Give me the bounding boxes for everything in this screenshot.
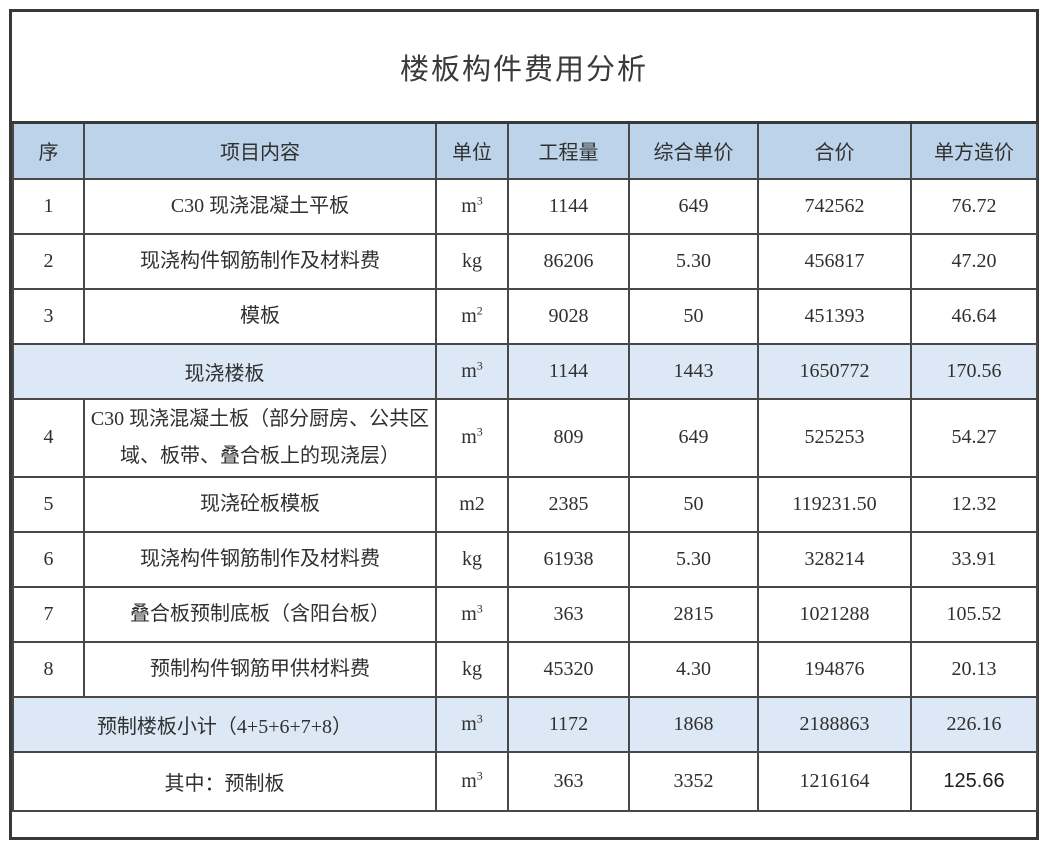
cell-no: 2 (12, 232, 85, 290)
cell-price: 4.30 (628, 640, 759, 698)
cell-total: 742562 (757, 177, 912, 235)
table-header-row: 序 项目内容 单位 工程量 综合单价 合价 单方造价 (12, 121, 1038, 180)
header-no: 序 (12, 121, 85, 180)
cell-qty: 2385 (507, 475, 630, 533)
cell-cost: 54.27 (910, 397, 1038, 478)
cell-qty: 1144 (507, 342, 630, 400)
row-of-which-precast-slab: 其中：预制板 m3 363 3352 1216164 125.66 (12, 750, 1038, 812)
cell-unit: kg (435, 640, 509, 698)
cell-no: 6 (12, 530, 85, 588)
cell-total: 119231.50 (757, 475, 912, 533)
cell-cost: 20.13 (910, 640, 1038, 698)
cell-qty: 363 (507, 585, 630, 643)
cell-item: 叠合板预制底板（含阳台板） (83, 585, 437, 643)
cell-unit: m2 (435, 475, 509, 533)
cell-price: 5.30 (628, 232, 759, 290)
cell-subtotal-label: 现浇楼板 (12, 342, 437, 400)
cell-cost: 46.64 (910, 287, 1038, 345)
cell-qty: 363 (507, 750, 630, 812)
cell-total: 456817 (757, 232, 912, 290)
cell-unit: m3 (435, 695, 509, 753)
cell-price: 2815 (628, 585, 759, 643)
cell-total: 525253 (757, 397, 912, 478)
cell-cost: 12.32 (910, 475, 1038, 533)
cell-qty: 1172 (507, 695, 630, 753)
cell-total: 328214 (757, 530, 912, 588)
header-qty: 工程量 (507, 121, 630, 180)
table-row: 2 现浇构件钢筋制作及材料费 kg 86206 5.30 456817 47.2… (12, 232, 1038, 290)
header-total: 合价 (757, 121, 912, 180)
cell-qty: 1144 (507, 177, 630, 235)
cell-item: C30 现浇混凝土平板 (83, 177, 437, 235)
cell-subtotal-label: 预制楼板小计（4+5+6+7+8） (12, 695, 437, 753)
cell-unit: kg (435, 232, 509, 290)
table-row: 5 现浇砼板模板 m2 2385 50 119231.50 12.32 (12, 475, 1038, 533)
table-row: 7 叠合板预制底板（含阳台板） m3 363 2815 1021288 105.… (12, 585, 1038, 643)
cell-price: 649 (628, 177, 759, 235)
cell-qty: 9028 (507, 287, 630, 345)
cell-no: 7 (12, 585, 85, 643)
cell-price: 1868 (628, 695, 759, 753)
cell-cost: 33.91 (910, 530, 1038, 588)
cell-unit: m3 (435, 177, 509, 235)
page-title: 楼板构件费用分析 (399, 53, 648, 86)
header-item: 项目内容 (83, 121, 437, 180)
cell-price: 649 (628, 397, 759, 478)
cell-unit: m3 (435, 397, 509, 478)
cell-total: 1650772 (757, 342, 912, 400)
cell-cost: 170.56 (910, 342, 1038, 400)
table-row: 8 预制构件钢筋甲供材料费 kg 45320 4.30 194876 20.13 (12, 640, 1038, 698)
header-unit: 单位 (435, 121, 509, 180)
cell-price: 1443 (628, 342, 759, 400)
table-row: 3 模板 m2 9028 50 451393 46.64 (12, 287, 1038, 345)
cell-item: 模板 (83, 287, 437, 345)
cell-no: 3 (12, 287, 85, 345)
cell-cost: 226.16 (910, 695, 1038, 753)
subtotal-row-precast: 预制楼板小计（4+5+6+7+8） m3 1172 1868 2188863 2… (12, 695, 1038, 753)
cell-unit: m2 (435, 287, 509, 345)
cell-unit: kg (435, 530, 509, 588)
cell-total: 451393 (757, 287, 912, 345)
cost-table: 序 项目内容 单位 工程量 综合单价 合价 单方造价 1 C30 现浇混凝土平板… (12, 121, 1038, 812)
cell-unit: m3 (435, 750, 509, 812)
cell-qty: 86206 (507, 232, 630, 290)
cell-label: 其中：预制板 (12, 750, 437, 812)
cell-cost: 76.72 (910, 177, 1038, 235)
table-row: 1 C30 现浇混凝土平板 m3 1144 649 742562 76.72 (12, 177, 1038, 235)
cell-price: 5.30 (628, 530, 759, 588)
cell-item: 预制构件钢筋甲供材料费 (83, 640, 437, 698)
cell-total: 2188863 (757, 695, 912, 753)
cell-item: 现浇砼板模板 (83, 475, 437, 533)
cost-analysis-table-frame: 楼板构件费用分析 序 项目内容 单位 工程量 综合单价 合价 单方造价 1 C3… (9, 9, 1039, 840)
cell-no: 8 (12, 640, 85, 698)
cell-total: 1216164 (757, 750, 912, 812)
cell-item: 现浇构件钢筋制作及材料费 (83, 530, 437, 588)
header-price: 综合单价 (628, 121, 759, 180)
cell-cost-highlight: 125.66 (910, 750, 1038, 812)
cell-qty: 61938 (507, 530, 630, 588)
cell-total: 1021288 (757, 585, 912, 643)
cell-unit: m3 (435, 585, 509, 643)
cell-total: 194876 (757, 640, 912, 698)
cell-cost: 105.52 (910, 585, 1038, 643)
cell-unit: m3 (435, 342, 509, 400)
table-row: 6 现浇构件钢筋制作及材料费 kg 61938 5.30 328214 33.9… (12, 530, 1038, 588)
cell-price: 50 (628, 287, 759, 345)
cell-no: 5 (12, 475, 85, 533)
table-row: 4 C30 现浇混凝土板（部分厨房、公共区域、板带、叠合板上的现浇层） m3 8… (12, 397, 1038, 478)
subtotal-row-cast-in-place: 现浇楼板 m3 1144 1443 1650772 170.56 (12, 342, 1038, 400)
cell-qty: 45320 (507, 640, 630, 698)
cell-price: 3352 (628, 750, 759, 812)
cell-item: 现浇构件钢筋制作及材料费 (83, 232, 437, 290)
cell-item: C30 现浇混凝土板（部分厨房、公共区域、板带、叠合板上的现浇层） (83, 397, 437, 478)
cell-no: 4 (12, 397, 85, 478)
header-cost: 单方造价 (910, 121, 1038, 180)
cell-no: 1 (12, 177, 85, 235)
cell-cost: 47.20 (910, 232, 1038, 290)
cell-price: 50 (628, 475, 759, 533)
cell-qty: 809 (507, 397, 630, 478)
